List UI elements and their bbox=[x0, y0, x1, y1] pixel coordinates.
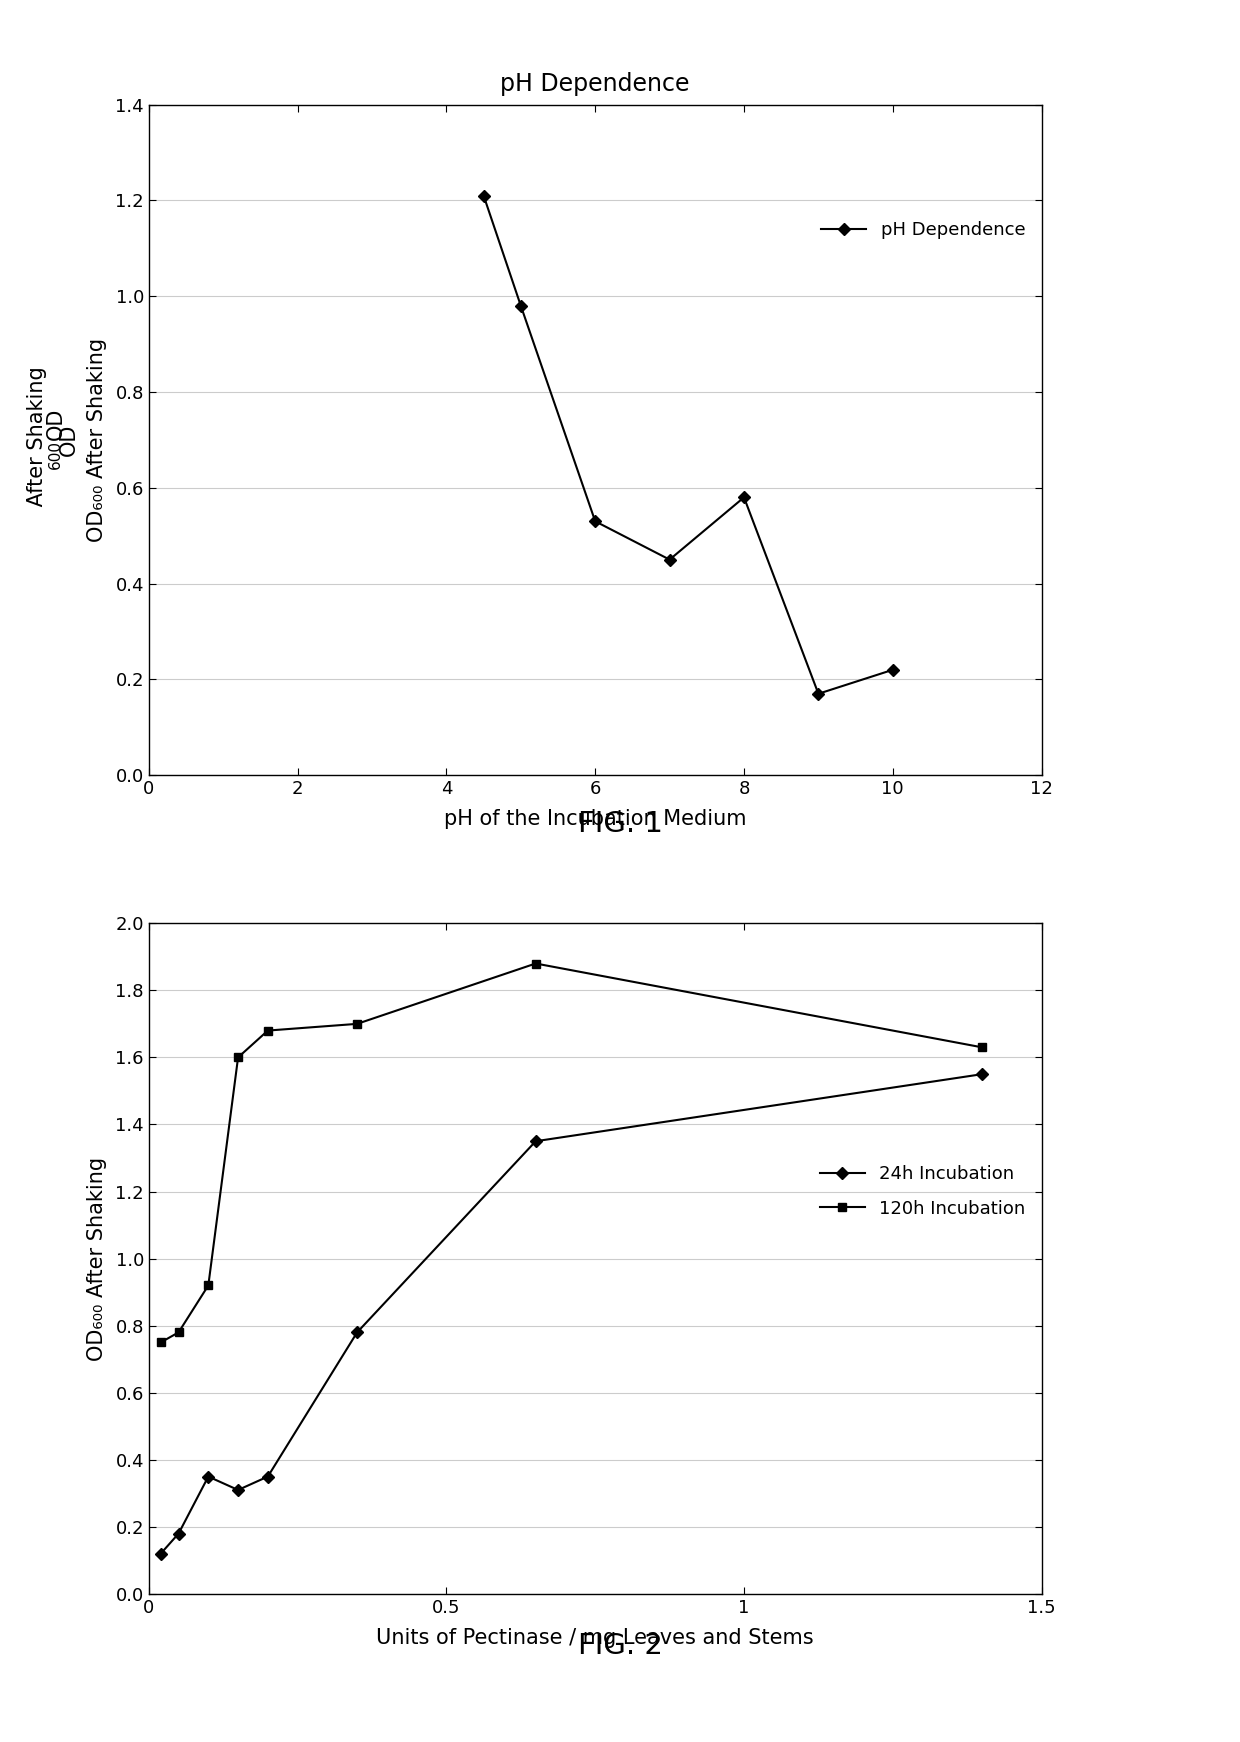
Line: pH Dependence: pH Dependence bbox=[480, 192, 897, 699]
Line: 120h Incubation: 120h Incubation bbox=[156, 960, 986, 1347]
120h Incubation bbox=[528, 953, 543, 974]
Text: FIG. 2: FIG. 2 bbox=[578, 1632, 662, 1660]
24h Incubation bbox=[260, 1467, 275, 1488]
24h Incubation bbox=[231, 1479, 246, 1500]
24h Incubation bbox=[154, 1543, 169, 1564]
24h Incubation bbox=[350, 1322, 365, 1343]
24h Incubation bbox=[171, 1523, 186, 1543]
120h Incubation bbox=[975, 1036, 990, 1057]
Legend: 24h Incubation, 120h Incubation: 24h Incubation, 120h Incubation bbox=[812, 1158, 1033, 1225]
120h Incubation bbox=[231, 1047, 246, 1068]
Text: 600: 600 bbox=[48, 441, 63, 469]
120h Incubation bbox=[201, 1275, 216, 1296]
X-axis label: Units of Pectinase / mg Leaves and Stems: Units of Pectinase / mg Leaves and Stems bbox=[377, 1629, 813, 1648]
Text: OD: OD bbox=[58, 423, 78, 456]
120h Incubation bbox=[154, 1333, 169, 1354]
Title: pH Dependence: pH Dependence bbox=[501, 71, 689, 96]
24h Incubation bbox=[201, 1467, 216, 1488]
Y-axis label: OD₆₀₀ After Shaking: OD₆₀₀ After Shaking bbox=[87, 1157, 107, 1361]
120h Incubation bbox=[171, 1322, 186, 1343]
120h Incubation bbox=[350, 1014, 365, 1035]
pH Dependence bbox=[588, 510, 603, 531]
pH Dependence bbox=[476, 185, 491, 206]
pH Dependence bbox=[662, 549, 677, 570]
Y-axis label: OD₆₀₀ After Shaking: OD₆₀₀ After Shaking bbox=[87, 338, 107, 542]
pH Dependence bbox=[737, 488, 751, 509]
X-axis label: pH of the Incubation Medium: pH of the Incubation Medium bbox=[444, 810, 746, 829]
Text: OD: OD bbox=[46, 408, 66, 441]
pH Dependence bbox=[513, 294, 528, 317]
Text: FIG. 1: FIG. 1 bbox=[578, 810, 662, 838]
120h Incubation bbox=[260, 1021, 275, 1042]
Legend: pH Dependence: pH Dependence bbox=[813, 214, 1033, 247]
Text: After Shaking: After Shaking bbox=[27, 366, 47, 514]
Line: 24h Incubation: 24h Incubation bbox=[156, 1070, 986, 1557]
pH Dependence bbox=[811, 683, 826, 704]
24h Incubation bbox=[528, 1131, 543, 1151]
pH Dependence bbox=[885, 658, 900, 679]
24h Incubation bbox=[975, 1064, 990, 1085]
